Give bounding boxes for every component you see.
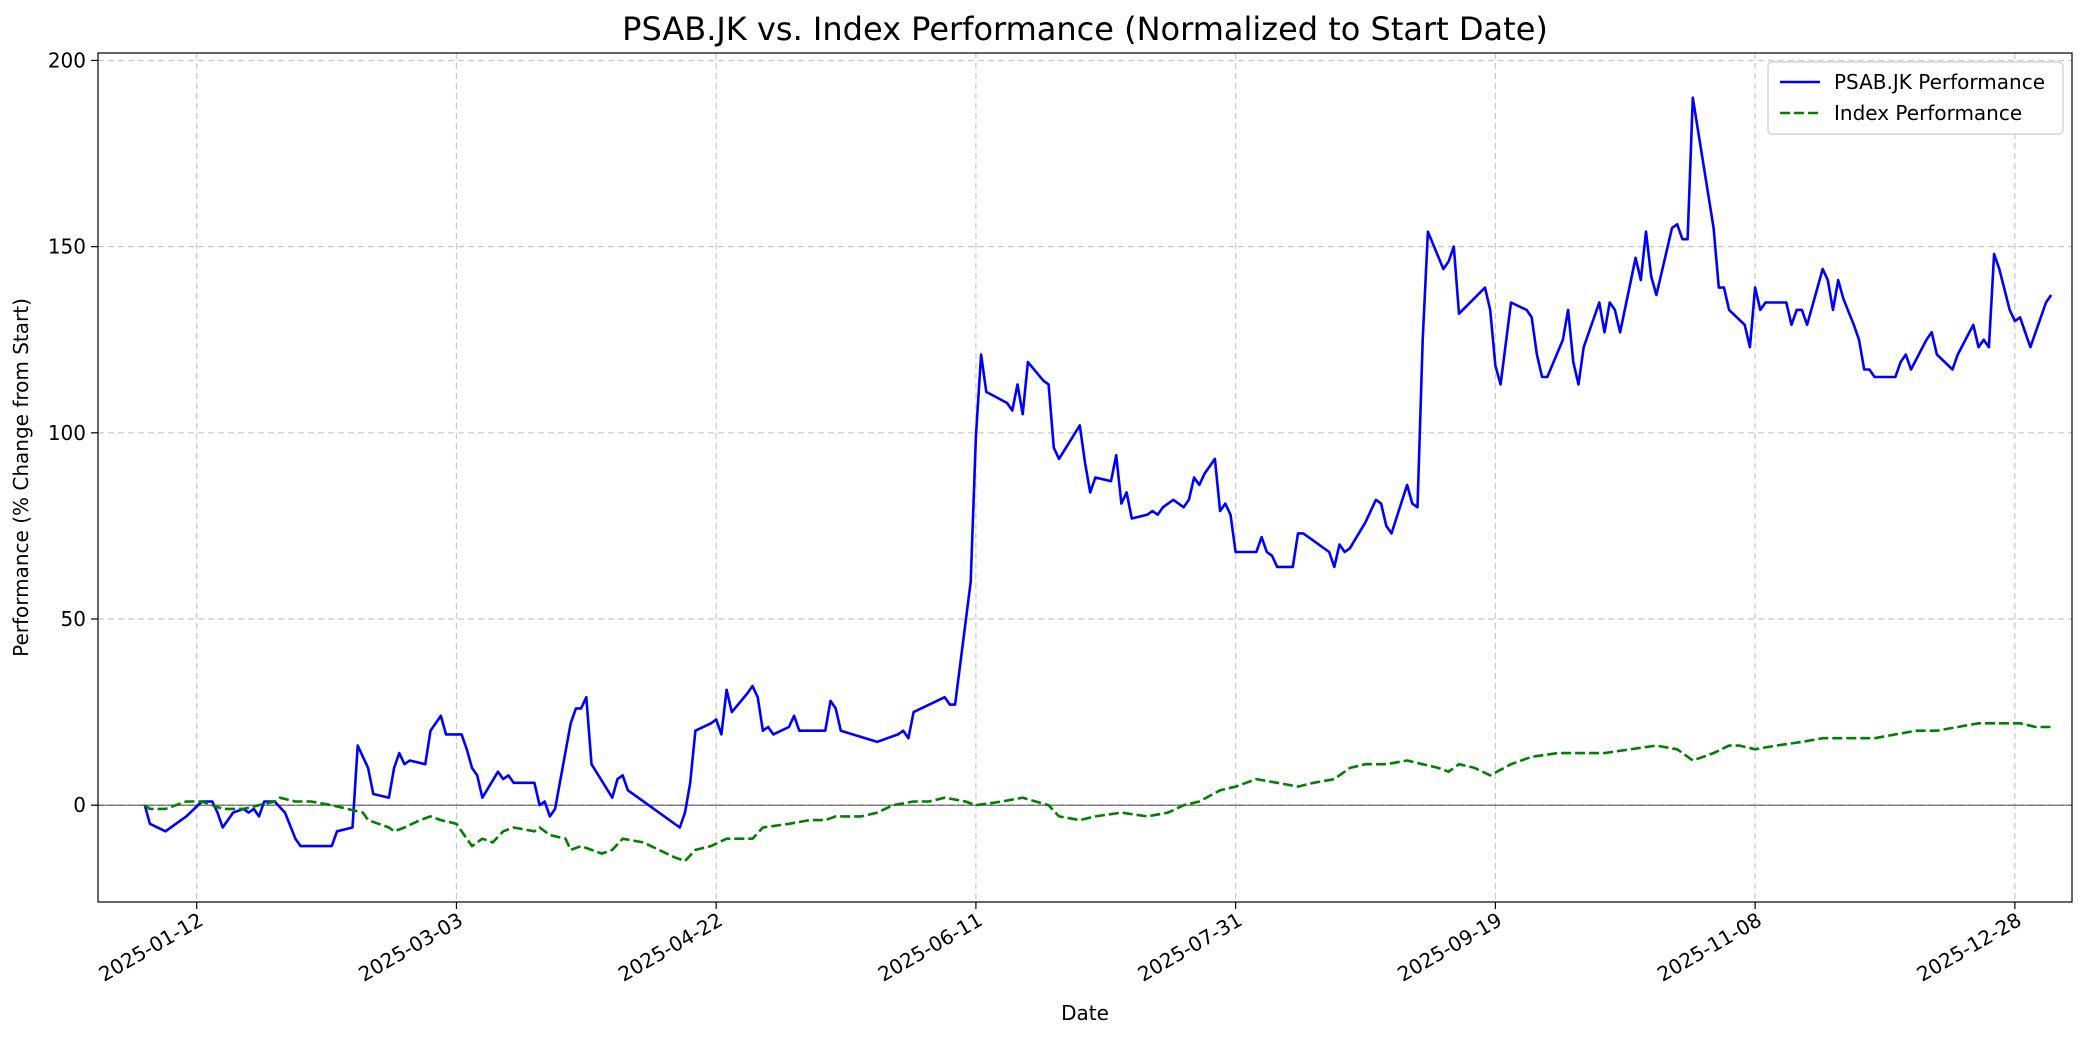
legend-label-index: Index Performance: [1834, 101, 2022, 125]
y-tick-label: 0: [73, 793, 86, 817]
x-axis-label: Date: [1061, 1001, 1109, 1025]
y-axis-label: Performance (% Change from Start): [9, 298, 33, 657]
y-tick-label: 100: [48, 421, 86, 445]
legend: PSAB.JK Performance Index Performance: [1767, 61, 2064, 135]
plot-frame: [97, 52, 2073, 903]
series-line-index: [144, 722, 2052, 863]
y-tick-label: 150: [48, 235, 86, 259]
legend-box: [1767, 61, 2064, 135]
series-line-psab: [143, 96, 2053, 848]
y-tick-label: 50: [61, 607, 86, 631]
y-tick-label: 200: [48, 48, 86, 72]
legend-label-psab: PSAB.JK Performance: [1834, 70, 2045, 94]
series-lines: [143, 96, 2053, 863]
chart-title: PSAB.JK vs. Index Performance (Normalize…: [622, 10, 1548, 48]
